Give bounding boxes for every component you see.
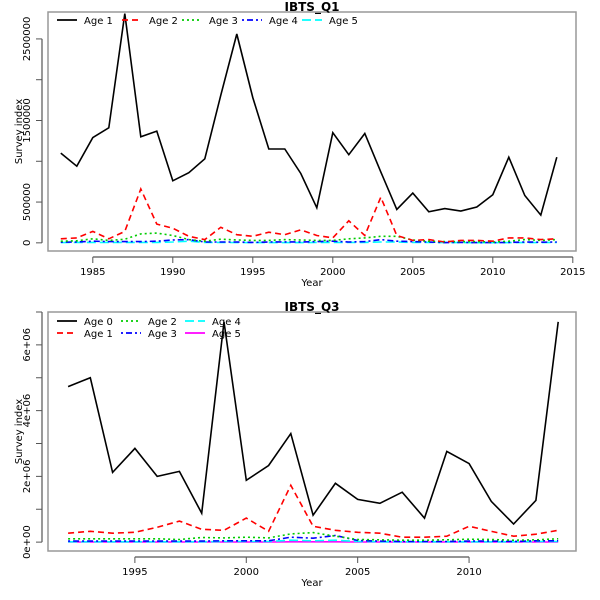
series-line-age-1 xyxy=(60,13,558,217)
legend-label: Age 1 xyxy=(84,16,113,27)
chart-panel-1: IBTS_Q1 1985 1990 1995 2000 2005 2010 2015 Year 0… xyxy=(14,0,586,289)
legend-label: Age 5 xyxy=(212,329,241,340)
series-line-age-3 xyxy=(60,232,557,243)
y-tick-label: 500000 xyxy=(22,183,33,221)
x-tick-label: 1995 xyxy=(240,267,265,278)
y-tick-label: 6e+06 xyxy=(22,328,33,362)
legend-label: Age 4 xyxy=(269,16,298,27)
legend-label: Age 3 xyxy=(209,16,238,27)
series-line-age-2 xyxy=(68,531,559,542)
x-tick-label: 1995 xyxy=(122,567,147,578)
x-tick-label: 2015 xyxy=(560,267,585,278)
series-line-age-3 xyxy=(68,534,559,543)
series-group xyxy=(67,321,559,543)
x-tick-label: 2010 xyxy=(456,567,481,578)
series-line-age-0 xyxy=(67,321,559,526)
plot-frame xyxy=(47,11,577,252)
y-tick-label: 0e+00 xyxy=(22,525,33,559)
legend-label: Age 5 xyxy=(329,16,358,27)
y-tick-label: 1500000 xyxy=(22,98,33,143)
y-tick-label: 0 xyxy=(22,240,33,246)
y-axis-label: Survey index xyxy=(14,399,25,464)
chart-title: IBTS_Q3 xyxy=(285,300,340,315)
legend-label: Age 3 xyxy=(148,329,177,340)
legend-label: Age 1 xyxy=(84,329,113,340)
chart-panel-2: IBTS_Q3 1995 2000 2005 2010 Year 0e+00 2e+06 4e+… xyxy=(14,300,577,589)
x-tick-label: 1985 xyxy=(80,267,105,278)
series-group xyxy=(60,13,558,244)
x-tick-label: 2005 xyxy=(400,267,425,278)
plot-frame xyxy=(47,311,577,552)
x-tick-label: 2010 xyxy=(480,267,505,278)
x-tick-label: 2000 xyxy=(320,267,345,278)
y-tick-label: 2500000 xyxy=(22,17,33,62)
legend-label: Age 4 xyxy=(212,317,241,328)
series-line-age-4 xyxy=(68,539,559,543)
x-tick-label: 2000 xyxy=(234,567,259,578)
y-tick-label: 4e+06 xyxy=(22,394,33,428)
y-tick-label: 2e+06 xyxy=(22,460,33,494)
x-tick-label: 2005 xyxy=(345,567,370,578)
x-axis-label: Year xyxy=(300,578,323,589)
x-axis-label: Year xyxy=(300,278,323,289)
legend-label: Age 0 xyxy=(84,317,113,328)
series-line-age-1 xyxy=(68,483,559,539)
chart-title: IBTS_Q1 xyxy=(285,0,340,15)
y-axis-label: Survey index xyxy=(14,99,25,164)
legend-label: Age 2 xyxy=(149,16,178,27)
legend: Age 1 Age 2 Age 3 Age 4 Age 5 xyxy=(57,16,358,27)
legend-label: Age 2 xyxy=(148,317,177,328)
series-line-age-4 xyxy=(60,238,557,244)
x-tick-label: 1990 xyxy=(160,267,185,278)
series-line-age-2 xyxy=(60,186,557,243)
